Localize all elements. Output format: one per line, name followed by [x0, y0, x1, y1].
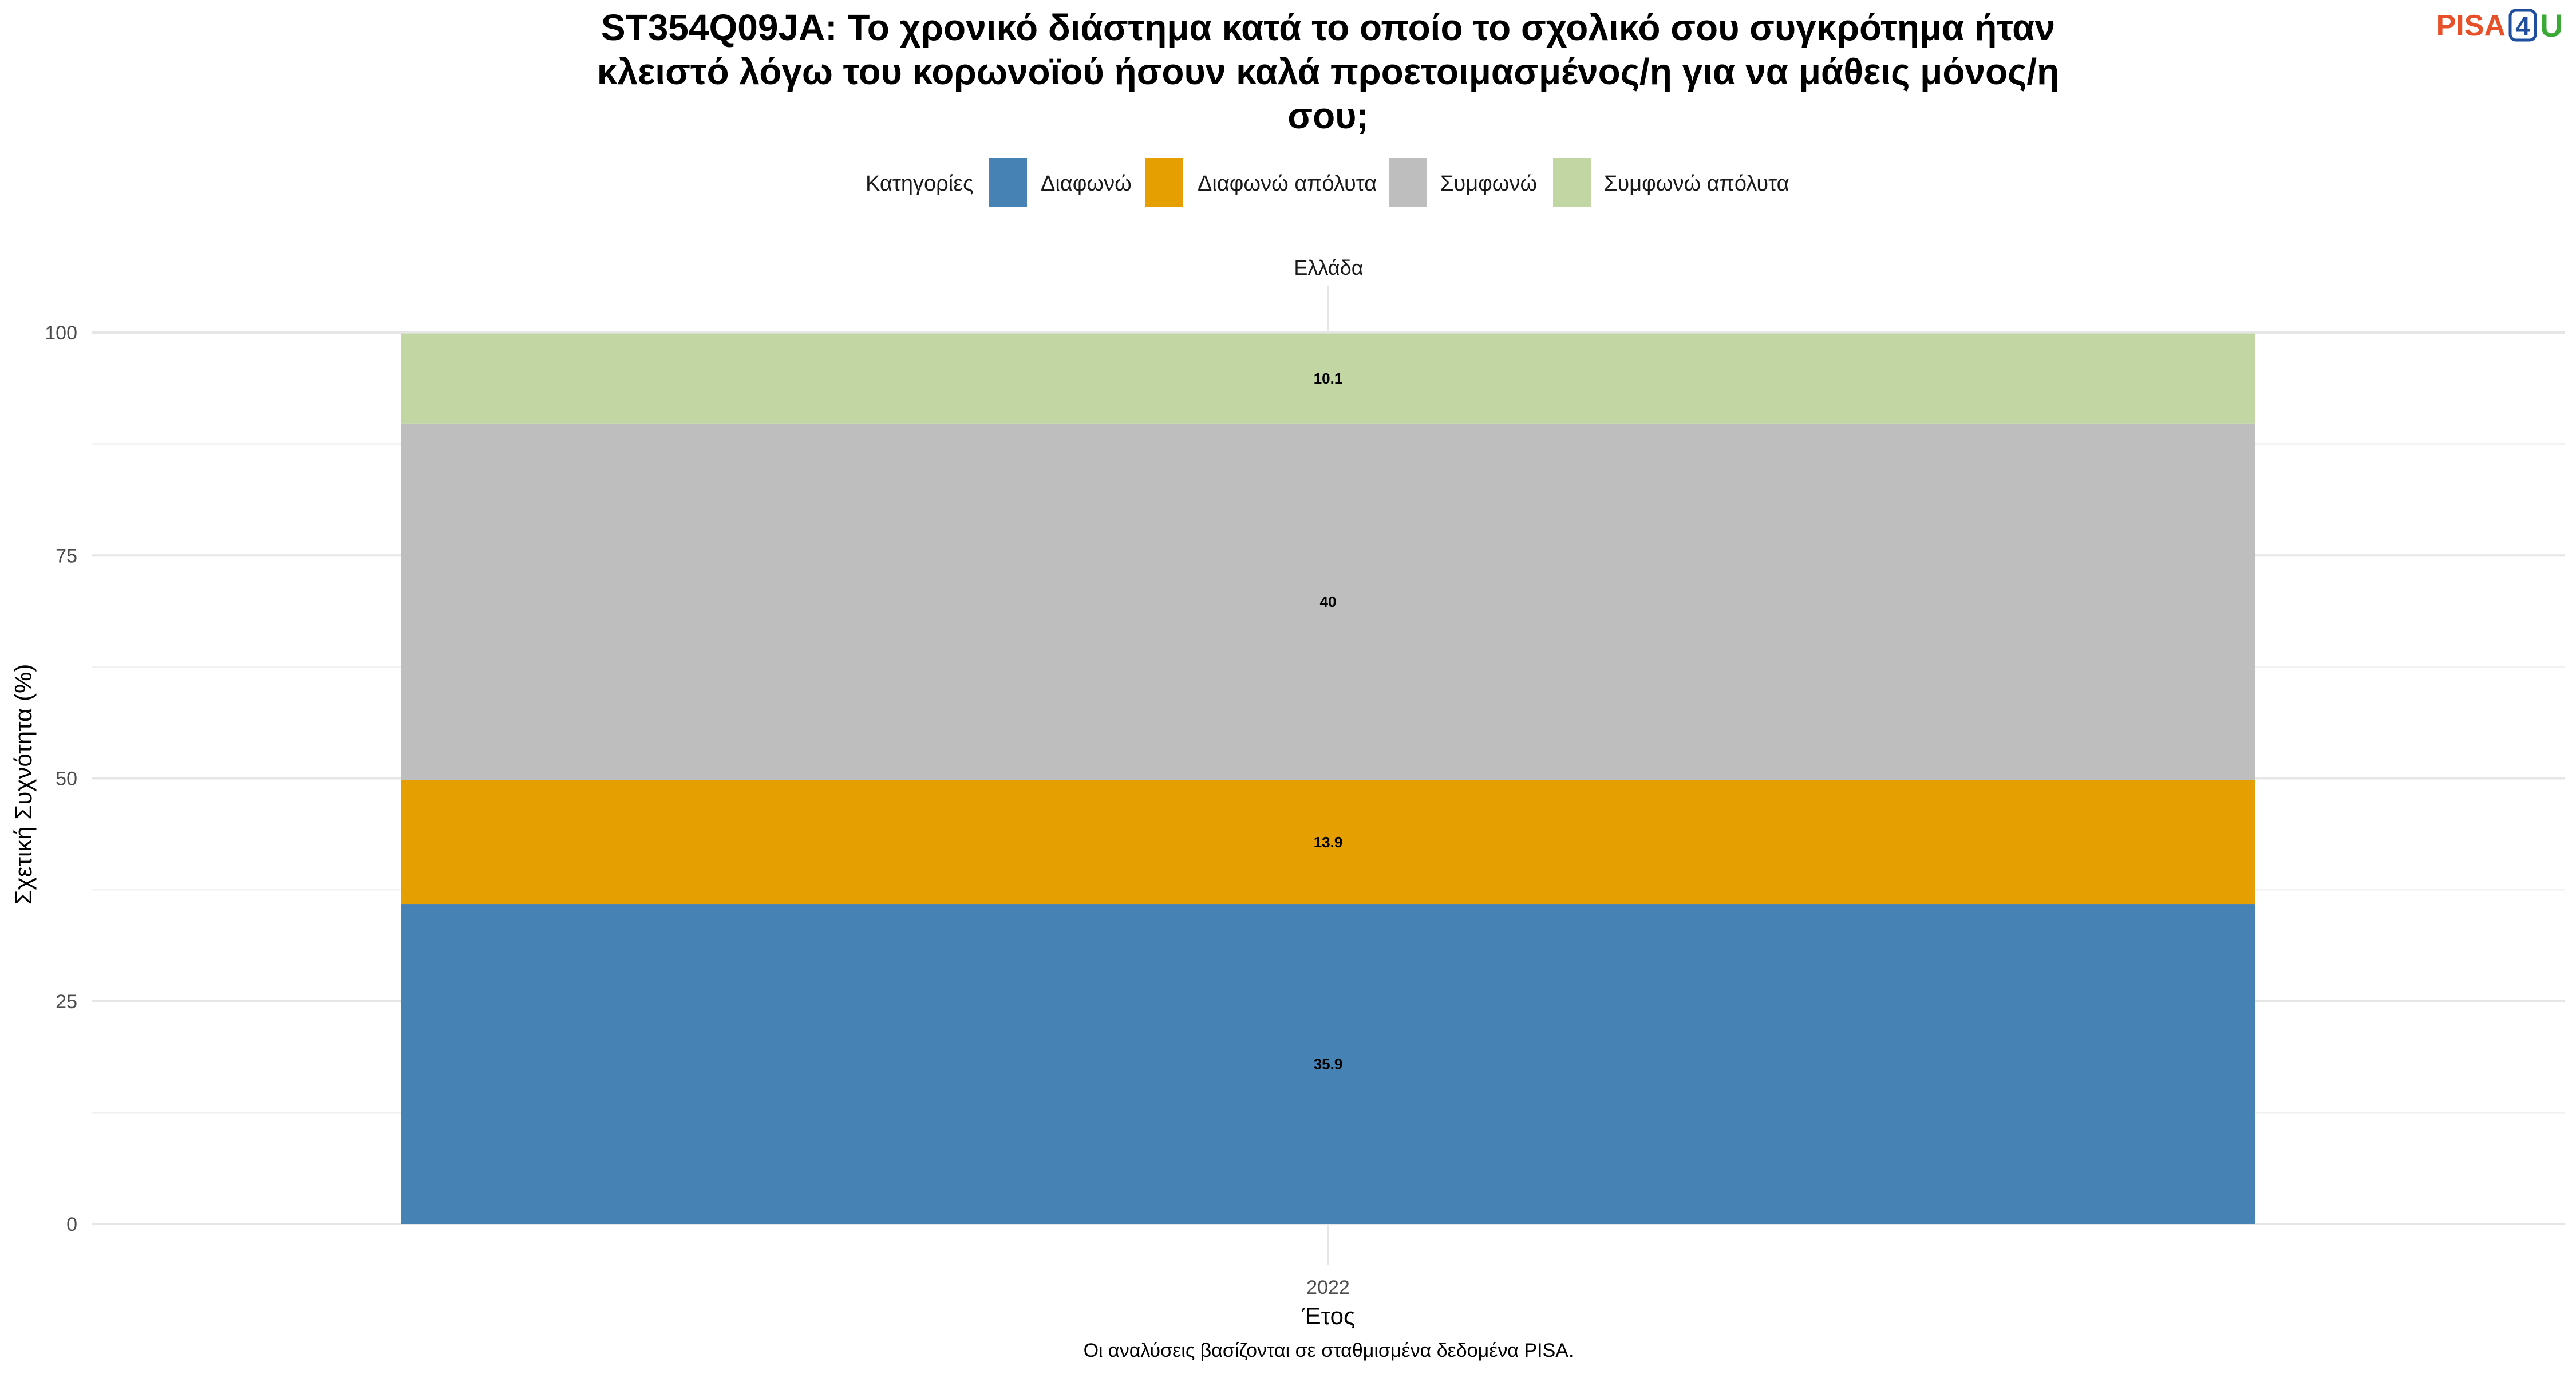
logo-text-4: 4 [2515, 11, 2530, 41]
legend-item-symfono-apolyta: Συμφωνώ απόλυτα [1553, 158, 1789, 207]
bar-segment-Διαφωνώ-2022 [401, 904, 2255, 1224]
legend-swatch-diafono-apolyta [1145, 158, 1183, 207]
legend-item-diafono-apolyta: Διαφωνώ απόλυτα [1145, 158, 1377, 207]
bar-segment-Διαφωνώ-απόλυτα-2022 [401, 780, 2255, 905]
y-tick-label: 100 [45, 322, 77, 344]
logo-text-u: U [2540, 7, 2563, 44]
facet-strip-label: Ελλάδα [1294, 256, 1363, 279]
y-tick-label: 75 [56, 545, 77, 567]
y-axis-title: Σχετική Συχνότητα (%) [10, 664, 37, 905]
bar-segments [401, 333, 2255, 1224]
chart-title-line-2: κλειστό λόγω του κορωνοϊού ήσουν καλά πρ… [597, 51, 2060, 92]
y-tick-label: 0 [66, 1214, 77, 1235]
chart-title-line-1: ST354Q09JA: Το χρονικό διάστημα κατά το … [601, 7, 2055, 48]
legend-swatch-symfono-apolyta [1553, 158, 1591, 207]
data-label-Συμφωνώ-απόλυτα-2022: 10.1 [1314, 370, 1343, 387]
x-tick-label: 2022 [1306, 1277, 1350, 1298]
x-axis-ticks: 2022 [1306, 1277, 1350, 1298]
bar-segment-Συμφωνώ-2022 [401, 423, 2255, 780]
legend-label-symfono: Συμφωνώ [1440, 172, 1537, 196]
pisa4u-logo: PISA 4 U [2436, 7, 2563, 44]
legend-label-diafono-apolyta: Διαφωνώ απόλυτα [1198, 172, 1377, 196]
legend-swatch-symfono [1389, 158, 1427, 207]
bar-segment-Συμφωνώ-απόλυτα-2022 [401, 333, 2255, 424]
chart-caption: Οι αναλύσεις βασίζονται σε σταθμισμένα δ… [1084, 1340, 1574, 1361]
legend-label-diafono: Διαφωνώ [1041, 172, 1132, 196]
legend-label-symfono-apolyta: Συμφωνώ απόλυτα [1604, 172, 1789, 196]
logo-number-box [2508, 9, 2537, 42]
y-tick-label: 50 [56, 768, 77, 790]
data-label-Συμφωνώ-2022: 40 [1320, 593, 1337, 610]
legend-item-diafono: Διαφωνώ [989, 158, 1132, 207]
data-labels: 35.9 13.9 40 10.1 [1314, 370, 1343, 1072]
x-axis-title: Έτος [1302, 1302, 1356, 1329]
y-axis-ticks: 0 25 50 75 100 [45, 322, 77, 1235]
logo-text-pisa: PISA [2436, 9, 2506, 42]
legend-swatch-diafono [989, 158, 1027, 207]
chart-title: ST354Q09JA: Το χρονικό διάστημα κατά το … [597, 7, 2060, 136]
y-tick-label: 25 [56, 991, 77, 1013]
data-label-Διαφωνώ-2022: 35.9 [1314, 1056, 1343, 1073]
legend-title: Κατηγορίες [866, 172, 973, 196]
data-label-Διαφωνώ-απόλυτα-2022: 13.9 [1314, 834, 1343, 851]
chart-title-line-3: σου; [1287, 95, 1368, 136]
legend-item-symfono: Συμφωνώ [1389, 158, 1537, 207]
chart-legend: Κατηγορίες Διαφωνώ Διαφωνώ απόλυτα Συμφω… [866, 158, 1789, 207]
